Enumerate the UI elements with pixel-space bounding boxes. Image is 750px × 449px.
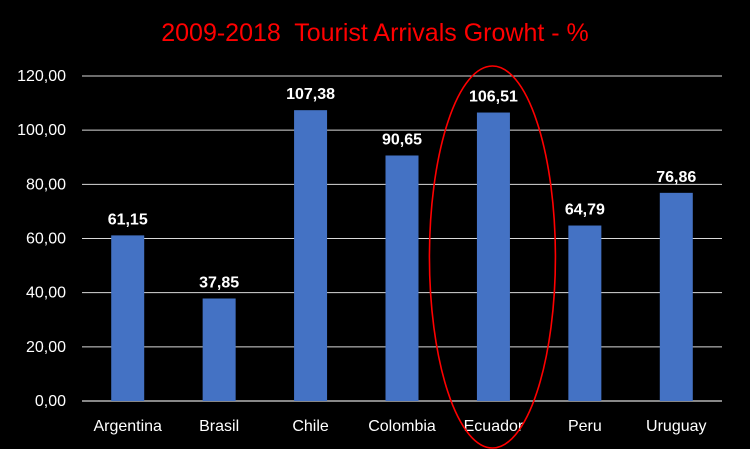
y-tick-label: 80,00 xyxy=(26,176,66,193)
data-label-colombia: 90,65 xyxy=(382,131,422,148)
y-tick-label: 120,00 xyxy=(17,68,66,85)
category-label-uruguay: Uruguay xyxy=(646,418,706,435)
highlight-ellipse xyxy=(428,65,557,449)
y-tick-label: 20,00 xyxy=(26,339,66,356)
bar-peru xyxy=(568,225,602,401)
bar-ecuador xyxy=(476,112,510,402)
y-tick-label: 40,00 xyxy=(26,285,66,302)
x-axis-labels: Argentina Brasil Chile Colombia Ecuador Peru U… xyxy=(93,418,706,435)
y-axis-ticks: 0,00 20,00 40,00 60,00 80,00 100,00 120,00 xyxy=(17,68,66,410)
data-label-brasil: 37,85 xyxy=(199,274,239,291)
bar-uruguay xyxy=(659,192,693,401)
data-label-uruguay: 76,86 xyxy=(656,169,696,186)
bar-chile xyxy=(294,110,328,401)
data-label-argentina: 61,15 xyxy=(108,211,148,228)
category-label-chile: Chile xyxy=(292,418,329,435)
data-label-peru: 64,79 xyxy=(565,202,605,219)
category-label-ecuador: Ecuador xyxy=(464,418,524,435)
data-labels: 61,15 37,85 107,38 90,65 106,51 64,79 76,86 xyxy=(108,86,697,291)
bar-colombia xyxy=(385,155,419,401)
category-label-colombia: Colombia xyxy=(368,418,436,435)
data-label-chile: 107,38 xyxy=(286,86,335,103)
y-tick-label: 60,00 xyxy=(26,231,66,248)
category-label-brasil: Brasil xyxy=(199,418,239,435)
category-label-argentina: Argentina xyxy=(93,418,162,435)
highlight-annotations xyxy=(428,65,557,449)
data-label-ecuador: 106,51 xyxy=(469,89,518,106)
category-label-peru: Peru xyxy=(568,418,602,435)
bar-brasil xyxy=(202,298,236,401)
y-tick-label: 100,00 xyxy=(17,122,66,139)
chart-title: 2009-2018 Tourist Arrivals Growht - % xyxy=(161,19,589,47)
bars xyxy=(111,110,693,402)
y-tick-label: 0,00 xyxy=(35,393,66,410)
bar-argentina xyxy=(111,235,145,401)
